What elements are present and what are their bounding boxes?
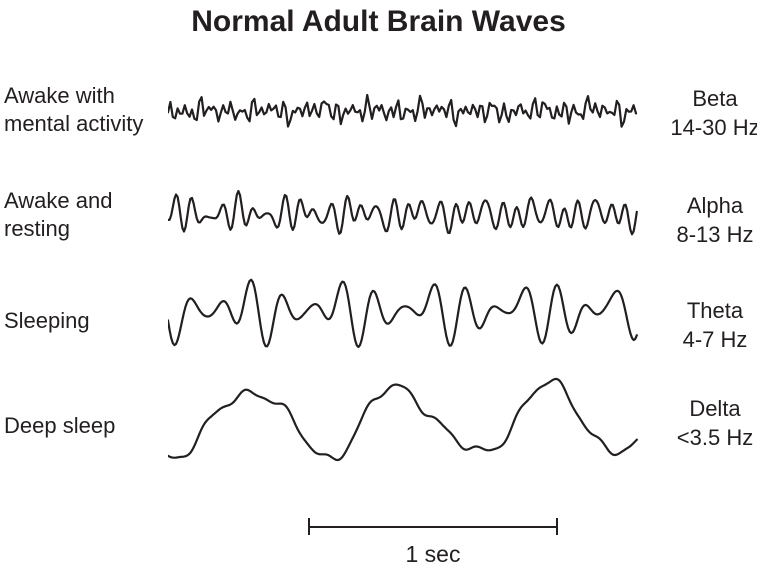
band-name: Beta — [692, 86, 738, 111]
band-name: Delta — [689, 396, 741, 421]
band-frequency: <3.5 Hz — [676, 425, 754, 450]
band-frequency: 8-13 Hz — [676, 222, 754, 247]
band-label-beta: Beta 14-30 Hz — [645, 84, 757, 142]
band-label-alpha: Alpha 8-13 Hz — [645, 191, 757, 249]
theta-wave-trace — [168, 278, 638, 349]
band-frequency: 4-7 Hz — [682, 327, 748, 352]
scale-bar-line — [309, 526, 557, 528]
state-label-line: Awake with — [4, 83, 115, 108]
state-label-line: mental activity — [4, 111, 144, 136]
scale-bar-left-tick — [308, 518, 310, 535]
state-label-line: Sleeping — [4, 308, 90, 333]
state-label-line: resting — [4, 216, 71, 241]
state-label-awake-mental-activity: Awake with mental activity — [4, 82, 176, 138]
band-label-delta: Delta <3.5 Hz — [645, 394, 757, 452]
state-label-sleeping: Sleeping — [4, 307, 176, 335]
state-label-line: Awake and — [4, 188, 113, 213]
beta-wave-trace — [168, 93, 638, 128]
diagram-title: Normal Adult Brain Waves — [191, 5, 566, 38]
delta-wave-trace — [168, 377, 638, 462]
scale-bar-right-tick — [556, 518, 558, 535]
state-label-awake-resting: Awake and resting — [4, 187, 176, 243]
state-label-deep-sleep: Deep sleep — [4, 412, 176, 440]
scale-bar-label: 1 sec — [405, 541, 461, 567]
band-label-theta: Theta 4-7 Hz — [645, 296, 757, 354]
band-name: Alpha — [686, 193, 744, 218]
band-frequency: 14-30 Hz — [670, 115, 757, 140]
band-name: Theta — [686, 298, 744, 323]
state-label-line: Deep sleep — [4, 413, 116, 438]
alpha-wave-trace — [168, 189, 638, 236]
